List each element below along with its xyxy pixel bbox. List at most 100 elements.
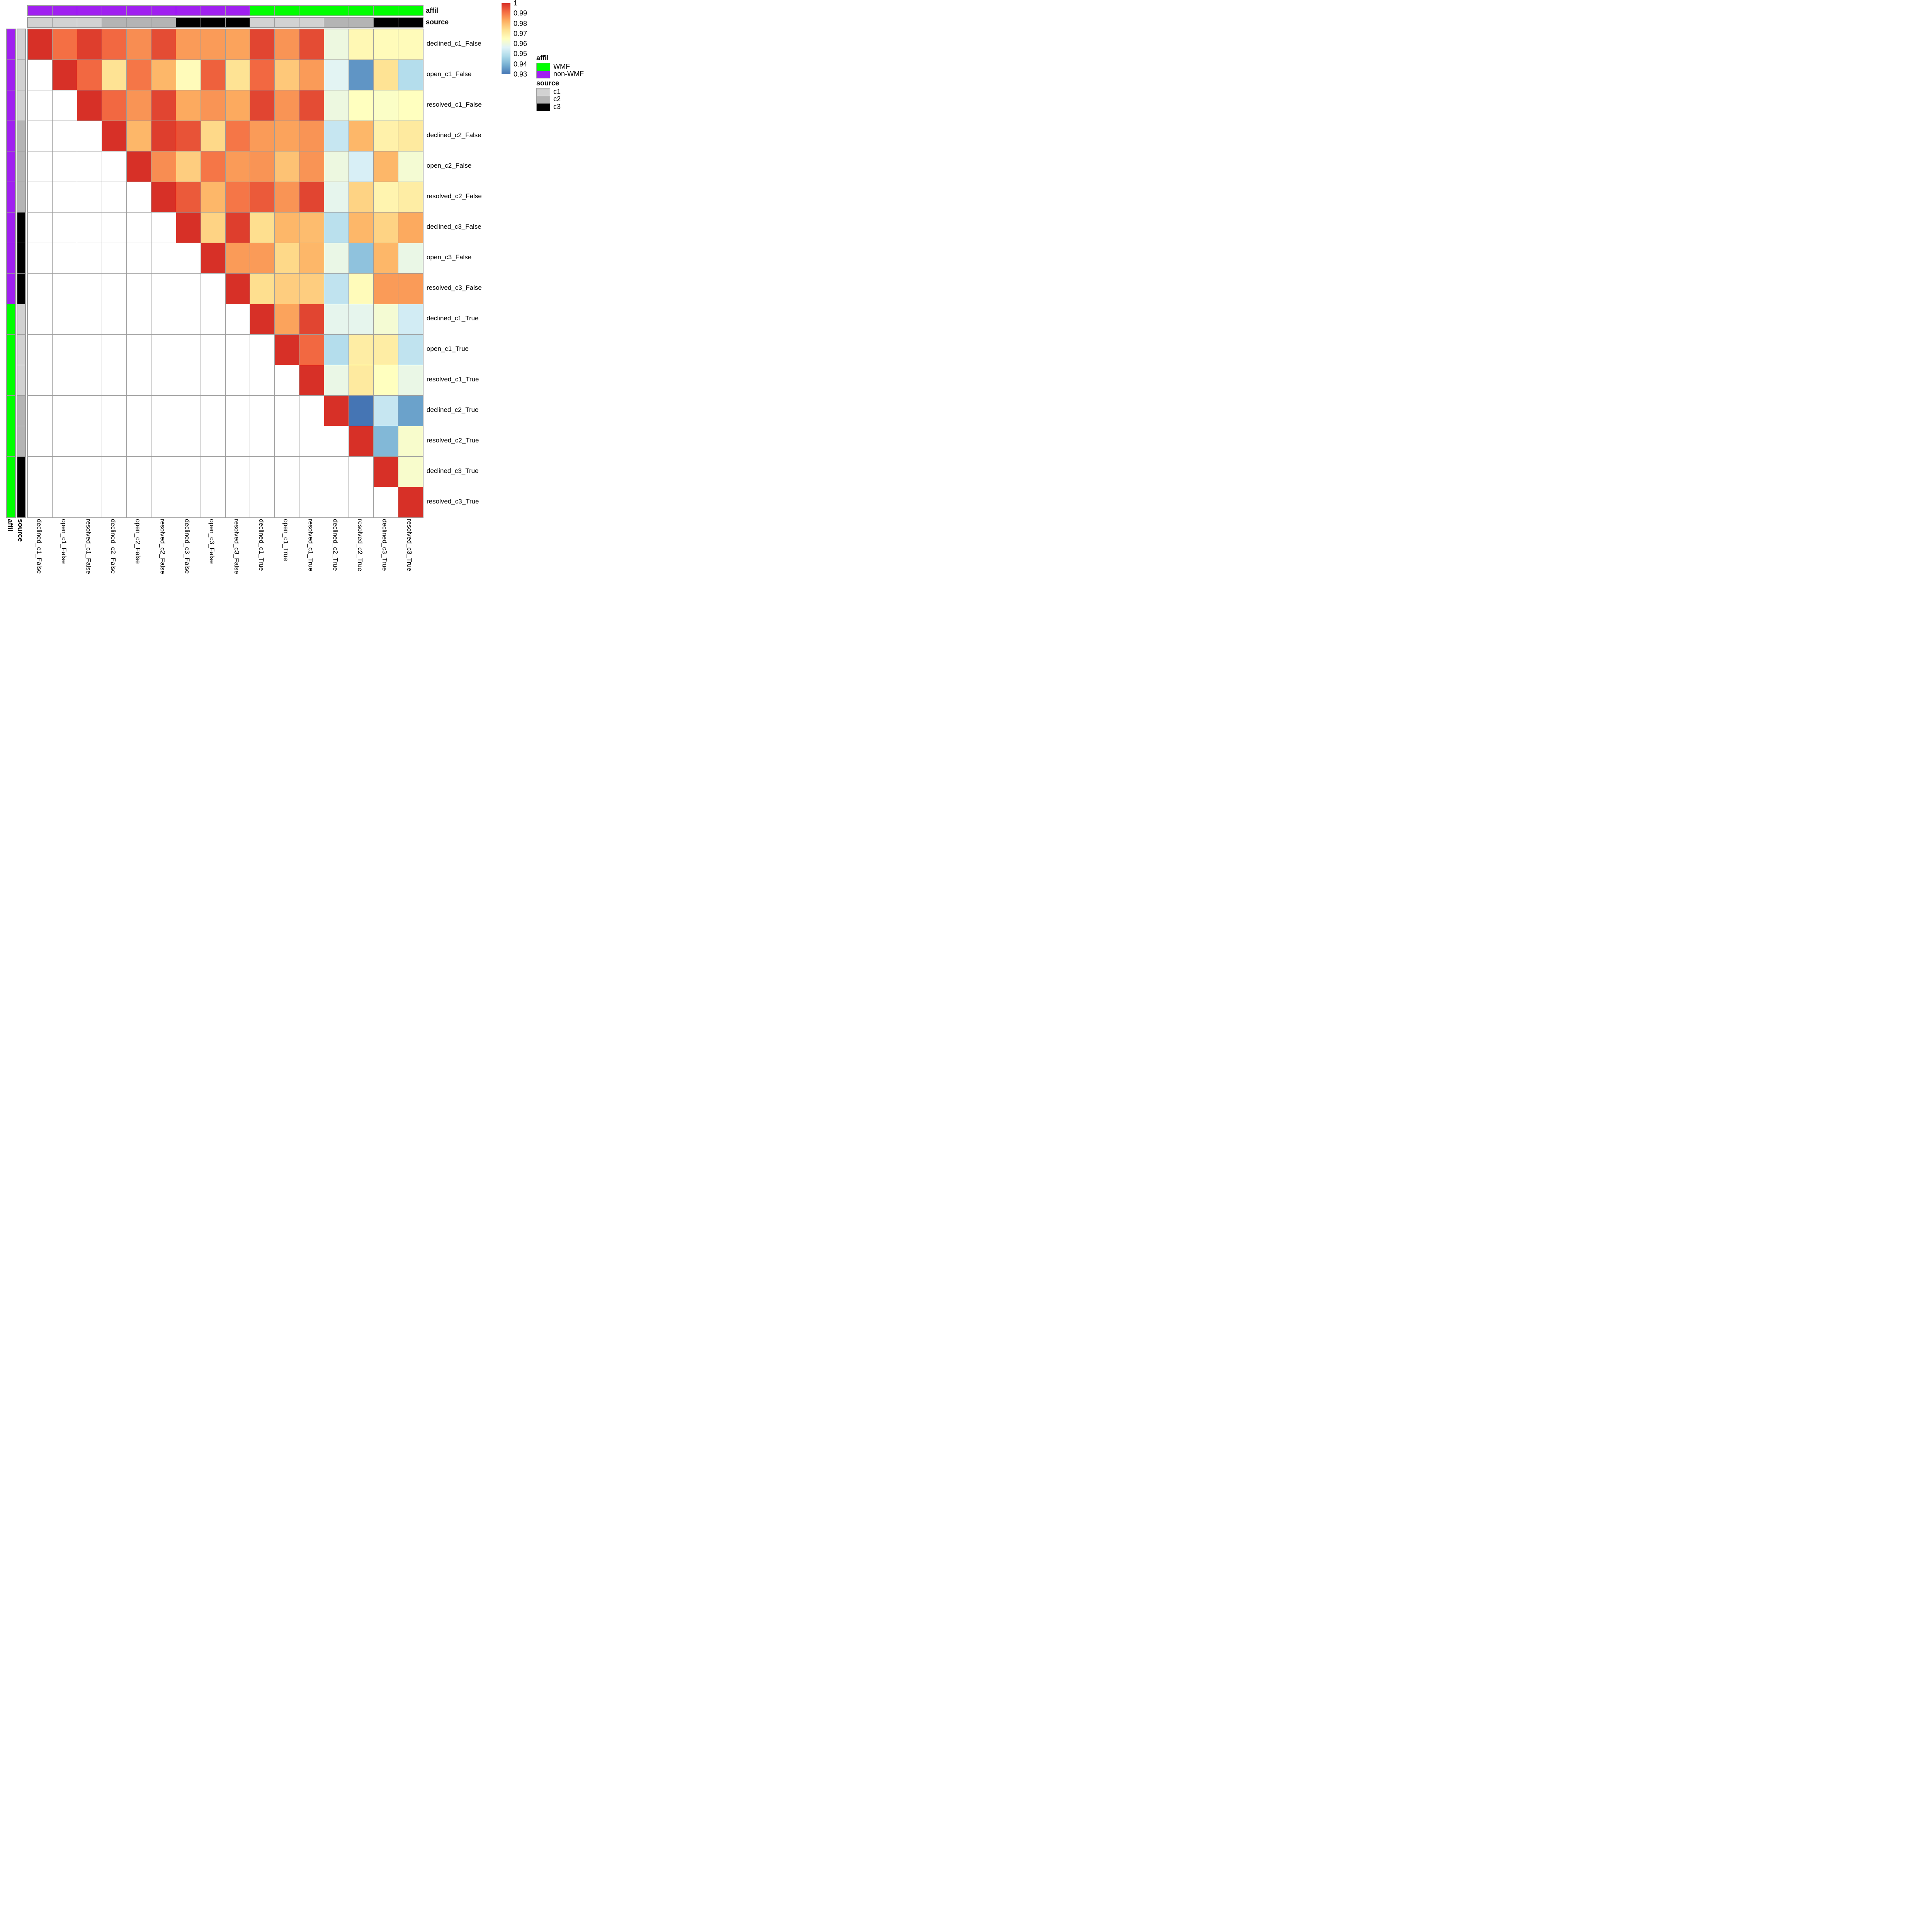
heatmap-cell: [126, 243, 151, 273]
heatmap-cell: [324, 243, 349, 273]
heatmap-cell: [126, 396, 151, 426]
heatmap-cell: [324, 121, 349, 151]
source-annotation-segment: [275, 17, 299, 27]
heatmap-cell: [28, 426, 52, 456]
heatmap-cell: [250, 396, 275, 426]
source-annotation-segment: [17, 426, 25, 456]
heatmap-cell: [102, 304, 126, 334]
heatmap-cell: [349, 213, 374, 243]
heatmap-cell: [102, 213, 126, 243]
heatmap-cell: [275, 243, 299, 273]
heatmap-cell: [275, 182, 299, 212]
heatmap-cell: [250, 243, 275, 273]
source-legend-swatch: [537, 104, 550, 111]
heatmap-cell: [275, 60, 299, 90]
heatmap-cell: [176, 365, 201, 395]
heatmap-cell: [28, 396, 52, 426]
heatmap-cell: [398, 457, 423, 487]
heatmap-cell: [77, 487, 102, 517]
heatmap-cell: [374, 151, 398, 182]
heatmap-cell: [374, 121, 398, 151]
heatmap-cell: [324, 29, 349, 60]
affil-annotation-segment: [126, 6, 151, 15]
affil-annotation-segment: [201, 6, 225, 15]
colorbar-tick-label: 0.93: [514, 70, 527, 78]
affil-annotation-segment: [77, 6, 102, 15]
heatmap-cell: [151, 182, 176, 212]
heatmap-cell: [225, 487, 250, 517]
heatmap-cell: [225, 90, 250, 121]
heatmap-cell: [102, 29, 126, 60]
heatmap-cell: [275, 365, 299, 395]
heatmap-cell: [176, 426, 201, 456]
heatmap-cell: [52, 182, 77, 212]
affil-legend-title: affil: [536, 54, 549, 62]
heatmap-cell: [28, 151, 52, 182]
affil-annotation-segment: [7, 29, 15, 60]
heatmap-cell: [151, 304, 176, 334]
heatmap-cell: [102, 90, 126, 121]
heatmap-cell: [398, 274, 423, 304]
affil-annotation-segment: [102, 6, 126, 15]
heatmap-cell: [324, 335, 349, 365]
heatmap-cell: [299, 29, 324, 60]
heatmap-cell: [201, 121, 225, 151]
heatmap-cell: [349, 121, 374, 151]
heatmap-cell: [398, 182, 423, 212]
heatmap-cell: [374, 243, 398, 273]
heatmap-cell: [275, 304, 299, 334]
heatmap-cell: [398, 121, 423, 151]
affil-annotation-segment: [7, 335, 15, 365]
heatmap-cell: [349, 90, 374, 121]
source-annotation-segment: [17, 335, 25, 365]
source-annotation-segment: [17, 396, 25, 426]
heatmap-cell: [176, 121, 201, 151]
heatmap-cell: [102, 121, 126, 151]
heatmap-cell: [225, 213, 250, 243]
heatmap-cell: [349, 365, 374, 395]
source-annotation-segment: [201, 17, 225, 27]
heatmap-cell: [77, 243, 102, 273]
affil-annotation-segment: [7, 243, 15, 273]
heatmap-cell: [398, 90, 423, 121]
heatmap-cell: [77, 335, 102, 365]
source-legend-title: source: [536, 79, 560, 87]
affil-annotation-segment: [7, 365, 15, 395]
heatmap-cell: [398, 335, 423, 365]
heatmap-cell: [151, 60, 176, 90]
heatmap-cell: [225, 243, 250, 273]
heatmap-cell: [225, 335, 250, 365]
heatmap-cell: [374, 487, 398, 517]
row-label: open_c2_False: [427, 162, 472, 170]
row-label: declined_c3_False: [427, 223, 481, 231]
affil-annotation-segment: [7, 304, 15, 334]
row-label: declined_c2_False: [427, 131, 481, 139]
row-label: open_c1_True: [427, 345, 469, 352]
heatmap-cell: [275, 274, 299, 304]
row-label: open_c1_False: [427, 70, 472, 78]
heatmap-cell: [28, 335, 52, 365]
heatmap-cell: [151, 274, 176, 304]
heatmap-cell: [398, 29, 423, 60]
heatmap-cell: [77, 182, 102, 212]
heatmap-cell: [324, 213, 349, 243]
heatmap-cell: [201, 335, 225, 365]
source-annotation-segment: [225, 17, 250, 27]
affil-annotation-segment: [7, 396, 15, 426]
row-label: open_c3_False: [427, 253, 472, 261]
heatmap-cell: [225, 304, 250, 334]
source-annotation-segment: [17, 121, 25, 151]
row-label: resolved_c3_False: [427, 284, 482, 291]
row-label: declined_c3_True: [427, 467, 479, 474]
heatmap-cell: [102, 335, 126, 365]
heatmap-cell: [299, 487, 324, 517]
affil-annotation-segment: [250, 6, 275, 15]
heatmap-cell: [151, 29, 176, 60]
heatmap-cell: [126, 365, 151, 395]
heatmap-cell: [349, 151, 374, 182]
heatmap-cell: [324, 304, 349, 334]
affil-annotation-segment: [225, 6, 250, 15]
source-annotation-segment: [17, 90, 25, 121]
heatmap-cell: [324, 396, 349, 426]
column-label: open_c1_False: [60, 519, 68, 564]
